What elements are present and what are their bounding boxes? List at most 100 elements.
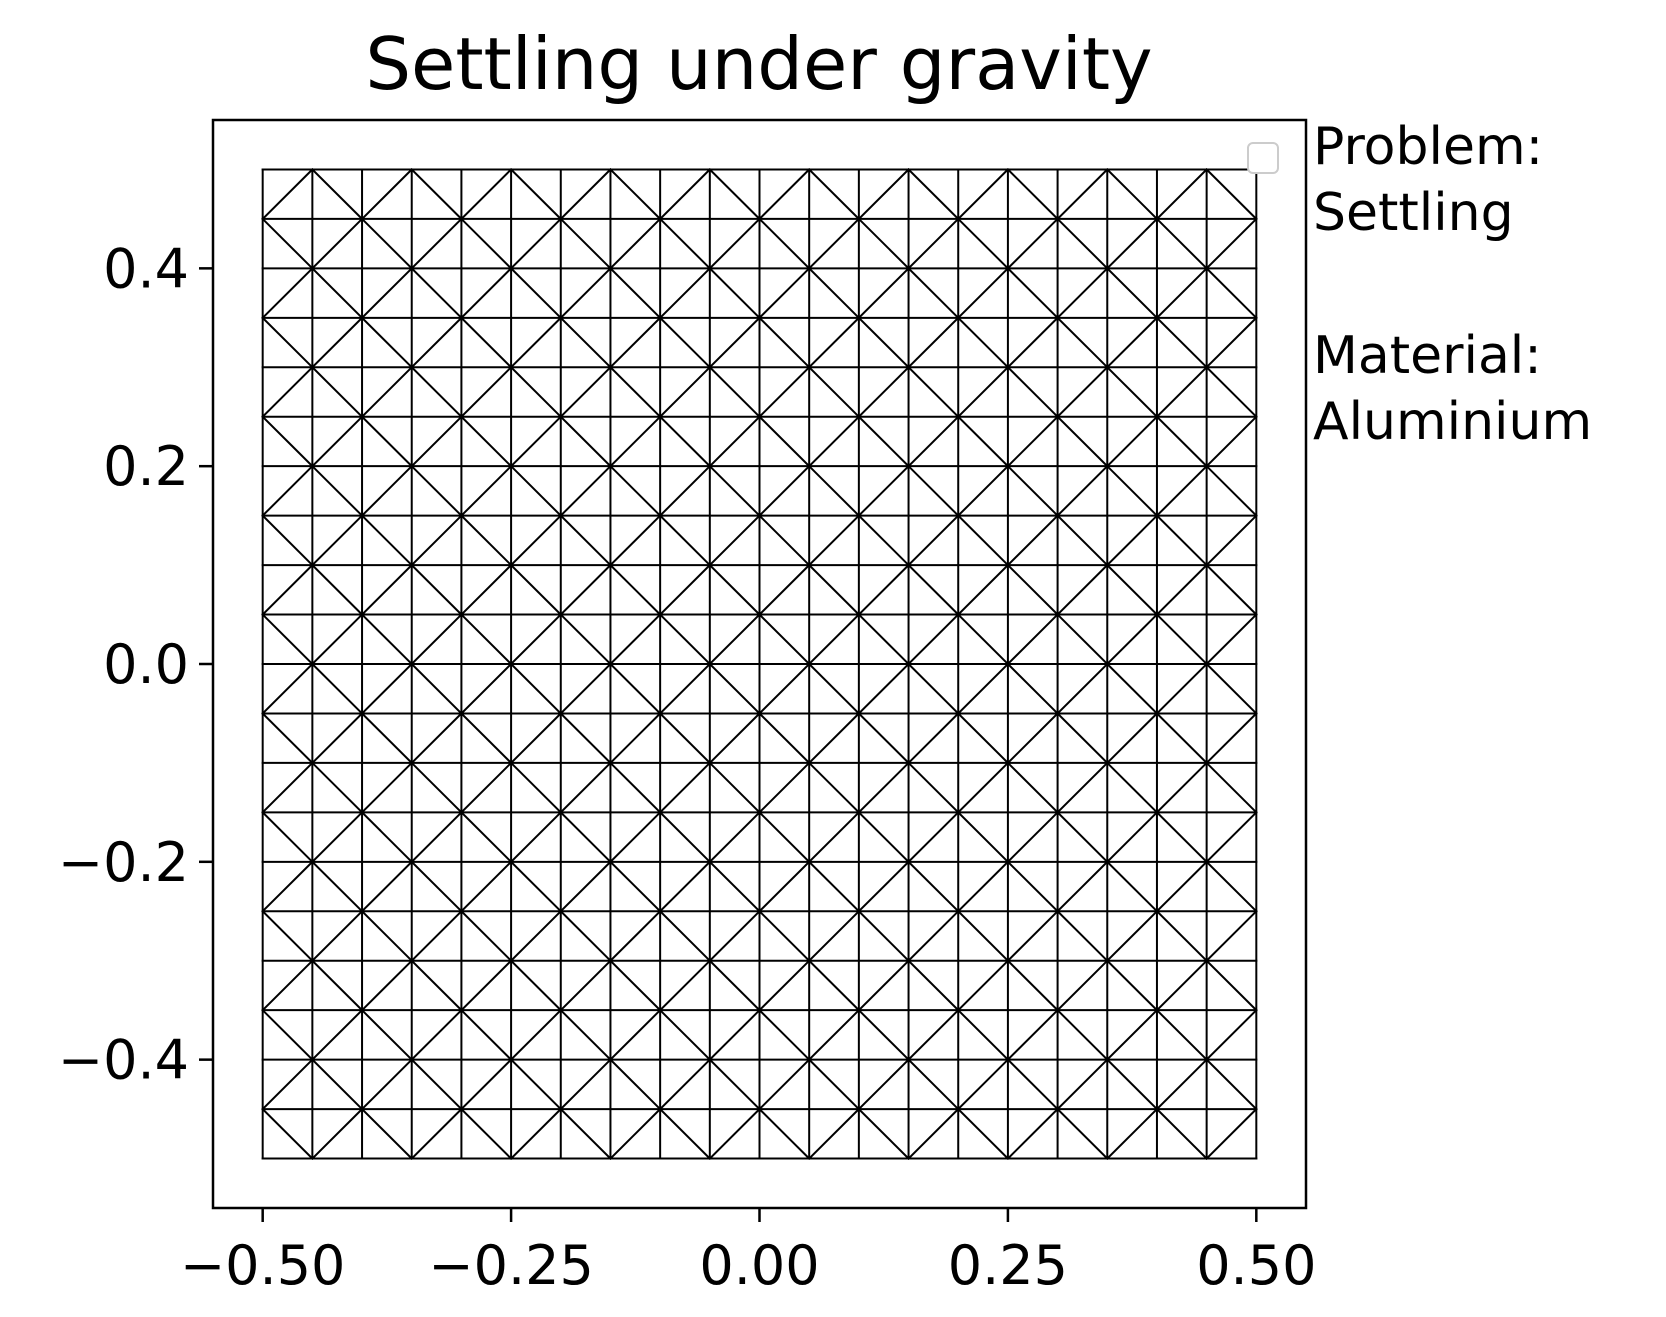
mesh-edge-diagonal — [1056, 514, 1109, 567]
mesh-edge-diagonal — [1105, 365, 1159, 419]
mesh-edge-diagonal — [559, 563, 612, 616]
mesh-edge-diagonal — [758, 217, 811, 270]
mesh-edge-diagonal — [459, 909, 513, 963]
mesh-edge-diagonal — [609, 1107, 662, 1160]
mesh-edge-diagonal — [1155, 1107, 1209, 1160]
mesh-edge-diagonal — [1205, 810, 1258, 864]
mesh-edge-diagonal — [956, 217, 1010, 270]
mesh-edge-diagonal — [857, 712, 910, 765]
mesh-edge-diagonal — [360, 712, 414, 765]
mesh-edge-diagonal — [261, 415, 314, 468]
mesh-edge-diagonal — [1105, 514, 1159, 567]
mesh-edge-diagonal — [261, 860, 314, 913]
mesh-edge-diagonal — [459, 1058, 513, 1111]
mesh-edge-diagonal — [609, 464, 662, 518]
mesh-edge-diagonal — [907, 1008, 960, 1062]
mesh-edge-diagonal — [1205, 217, 1258, 270]
y-tick-label: 0.2 — [103, 435, 189, 498]
y-tick-label: 0.0 — [103, 633, 189, 696]
mesh-edge-diagonal — [708, 217, 761, 270]
problem-value: Settling — [1313, 183, 1514, 243]
mesh-edge-diagonal — [1056, 1008, 1109, 1062]
mesh-edge-diagonal — [708, 613, 761, 666]
mesh-edge-diagonal — [807, 464, 861, 518]
mesh-edge-diagonal — [310, 514, 364, 567]
mesh-edge-diagonal — [410, 1058, 463, 1111]
mesh-edge-diagonal — [410, 613, 463, 666]
x-tick-label: −0.25 — [428, 1234, 593, 1297]
mesh-edge-diagonal — [360, 217, 414, 270]
mesh-edge-diagonal — [658, 662, 712, 715]
mesh-edge-diagonal — [758, 1107, 811, 1160]
mesh-edge-diagonal — [360, 1107, 414, 1160]
mesh-edge-diagonal — [807, 959, 861, 1012]
mesh-edge-diagonal — [807, 217, 861, 270]
mesh-edge-diagonal — [857, 1107, 910, 1160]
mesh-edge-diagonal — [1056, 415, 1109, 468]
mesh-edge-diagonal — [360, 266, 414, 320]
mesh-edge-diagonal — [360, 415, 414, 468]
mesh-edge-diagonal — [1105, 1008, 1159, 1062]
x-tick-label: 0.00 — [699, 1234, 819, 1297]
mesh-edge-diagonal — [658, 1008, 712, 1062]
mesh-edge-diagonal — [1155, 1058, 1209, 1111]
mesh-edge-diagonal — [807, 662, 861, 715]
mesh-edge-diagonal — [261, 316, 314, 369]
mesh-edge-diagonal — [658, 909, 712, 963]
mesh-edge-diagonal — [907, 217, 960, 270]
mesh-edge-diagonal — [907, 1107, 960, 1160]
mesh-edge-diagonal — [559, 662, 612, 715]
mesh-edge-diagonal — [1205, 266, 1258, 320]
mesh-edge-diagonal — [658, 168, 712, 221]
mesh-edge-diagonal — [857, 1058, 910, 1111]
mesh-edge-diagonal — [360, 514, 414, 567]
mesh-edge-diagonal — [658, 1107, 712, 1160]
mesh-edge-diagonal — [509, 168, 563, 221]
mesh-edge-diagonal — [609, 860, 662, 913]
mesh-edge-diagonal — [360, 316, 414, 369]
mesh-edge-diagonal — [758, 761, 811, 814]
mesh-edge-diagonal — [459, 712, 513, 765]
mesh-edge-diagonal — [559, 810, 612, 864]
mesh-edge-diagonal — [410, 365, 463, 419]
mesh-edge-diagonal — [609, 613, 662, 666]
mesh-edge-diagonal — [310, 959, 364, 1012]
mesh-edge-diagonal — [261, 464, 314, 518]
mesh-edge-diagonal — [658, 761, 712, 814]
mesh-edge-diagonal — [310, 415, 364, 468]
mesh-edge-diagonal — [907, 959, 960, 1012]
mesh-edge-diagonal — [410, 909, 463, 963]
mesh-edge-diagonal — [758, 168, 811, 221]
mesh-edge-diagonal — [708, 959, 761, 1012]
mesh-edge-diagonal — [360, 1058, 414, 1111]
mesh-edge-diagonal — [1105, 662, 1159, 715]
mesh-edge-diagonal — [261, 365, 314, 419]
mesh-edge-diagonal — [1205, 712, 1258, 765]
mesh-edge-diagonal — [956, 514, 1010, 567]
mesh-edge-diagonal — [1056, 316, 1109, 369]
mesh-edge-diagonal — [956, 712, 1010, 765]
mesh-edge-diagonal — [310, 1107, 364, 1160]
mesh-edge-diagonal — [559, 415, 612, 468]
mesh-edge-diagonal — [1056, 464, 1109, 518]
mesh-edge-diagonal — [310, 365, 364, 419]
mesh-edge-diagonal — [410, 514, 463, 567]
mesh-edge-diagonal — [410, 712, 463, 765]
mesh-edge-diagonal — [1056, 168, 1109, 221]
mesh-edge-diagonal — [559, 761, 612, 814]
mesh-edge-diagonal — [658, 266, 712, 320]
mesh-edge-diagonal — [956, 810, 1010, 864]
mesh-edge-diagonal — [261, 909, 314, 963]
mesh-edge-diagonal — [1205, 860, 1258, 913]
mesh-edge-diagonal — [1006, 266, 1060, 320]
mesh-edge-diagonal — [708, 415, 761, 468]
x-tick-label: 0.50 — [1196, 1234, 1316, 1297]
mesh-edge-diagonal — [1006, 613, 1060, 666]
mesh-edge-diagonal — [360, 810, 414, 864]
mesh-edge-diagonal — [1056, 810, 1109, 864]
mesh-edge-diagonal — [1155, 761, 1209, 814]
mesh-edge-diagonal — [807, 415, 861, 468]
mesh-edge-diagonal — [410, 266, 463, 320]
mesh-edge-diagonal — [509, 464, 563, 518]
mesh-edge-diagonal — [559, 909, 612, 963]
